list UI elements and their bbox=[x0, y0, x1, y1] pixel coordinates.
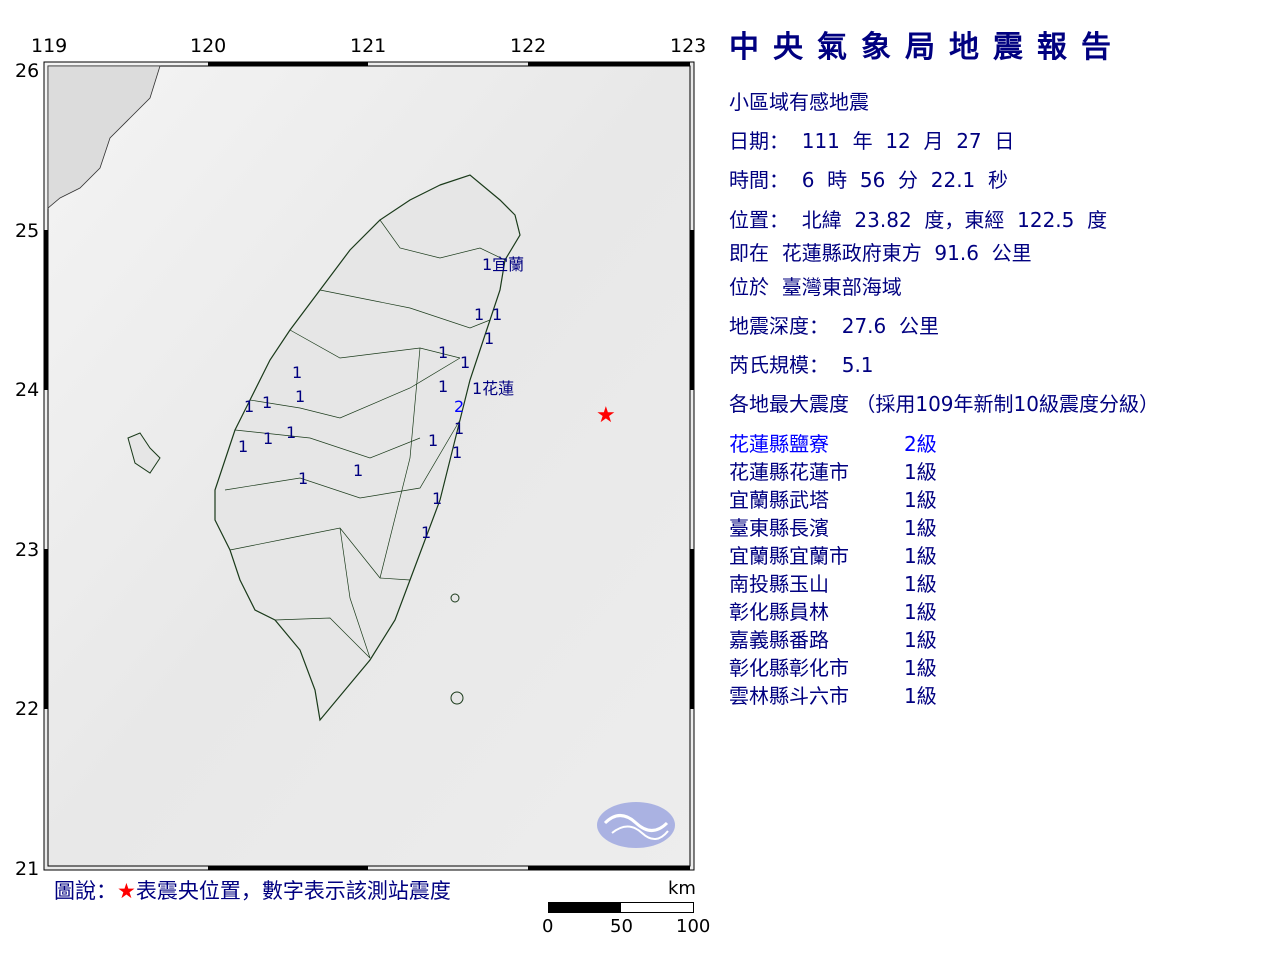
intensity-level: 1級 bbox=[904, 600, 937, 624]
orchid-island bbox=[450, 691, 464, 705]
intensity-place: 彰化縣員林 bbox=[729, 600, 829, 624]
lat-tick: 26 bbox=[15, 60, 40, 82]
county-boundaries bbox=[224, 219, 506, 659]
intensity-level: 1級 bbox=[904, 656, 937, 680]
intensity-place: 彰化縣彰化市 bbox=[729, 656, 849, 680]
lat-tick: 23 bbox=[15, 539, 40, 561]
intensity-level: 1級 bbox=[904, 460, 937, 484]
intensity-level: 1級 bbox=[904, 628, 937, 652]
intensity-level: 1級 bbox=[904, 572, 937, 596]
station-label: 1 bbox=[438, 343, 448, 362]
lat-tick: 24 bbox=[15, 379, 40, 401]
scale-label: 50 bbox=[610, 916, 633, 937]
station-label: 1 bbox=[292, 363, 302, 382]
penghu-islands bbox=[127, 432, 161, 474]
intensity-place: 宜蘭縣武塔 bbox=[729, 488, 829, 512]
green-island bbox=[450, 593, 460, 603]
intensity-header: 各地最大震度 （採用109年新制10級震度分級） bbox=[729, 392, 1159, 416]
report-title: 中央氣象局地震報告 bbox=[729, 30, 1125, 65]
scale-label: 0 bbox=[542, 916, 554, 937]
station-label: 1 bbox=[452, 443, 462, 462]
intensity-place: 南投縣玉山 bbox=[729, 572, 829, 596]
station-label: 1 bbox=[438, 377, 448, 396]
legend-text: 表震央位置，數字表示該測站震度 bbox=[135, 879, 451, 903]
red-star-icon: ★ bbox=[596, 403, 616, 428]
intensity-place: 臺東縣長濱 bbox=[729, 516, 829, 540]
report-time: 時間： 6 時 56 分 22.1 秒 bbox=[729, 168, 1008, 192]
intensity-level: 2級 bbox=[904, 432, 937, 456]
station-label: 1 bbox=[474, 305, 484, 324]
intensity-row: 南投縣玉山 1級 bbox=[729, 572, 937, 596]
intensity-row: 宜蘭縣宜蘭市 1級 bbox=[729, 544, 937, 568]
scale-unit: km bbox=[668, 878, 696, 899]
intensity-place: 宜蘭縣宜蘭市 bbox=[729, 544, 849, 568]
lon-tick: 121 bbox=[350, 35, 387, 57]
station-label: 1 bbox=[238, 437, 248, 456]
star-icon: ★ bbox=[117, 879, 136, 903]
intensity-level: 1級 bbox=[904, 544, 937, 568]
station-label: 1 bbox=[286, 423, 296, 442]
station-label: 1 bbox=[460, 353, 470, 372]
station-label: 1 bbox=[492, 305, 502, 324]
frame-ticks bbox=[44, 62, 694, 870]
station-label: 1 bbox=[262, 393, 272, 412]
legend: 圖說：★表震央位置，數字表示該測站震度 bbox=[54, 878, 451, 904]
station-label: 1 bbox=[353, 461, 363, 480]
intensity-row: 花蓮縣鹽寮 2級 bbox=[729, 432, 937, 456]
station-label: 1 bbox=[295, 387, 305, 406]
report-region: 位於 臺灣東部海域 bbox=[729, 275, 902, 299]
lat-tick: 22 bbox=[15, 698, 40, 720]
intensity-row: 嘉義縣番路 1級 bbox=[729, 628, 937, 652]
station-label: 1宜蘭 bbox=[482, 255, 524, 274]
intensity-row: 臺東縣長濱 1級 bbox=[729, 516, 937, 540]
intensity-place: 嘉義縣番路 bbox=[729, 628, 829, 652]
scale-bar bbox=[548, 902, 694, 913]
station-label: 1 bbox=[244, 397, 254, 416]
station-label: 1 bbox=[421, 523, 431, 542]
intensity-level: 1級 bbox=[904, 516, 937, 540]
intensity-row: 彰化縣員林 1級 bbox=[729, 600, 937, 624]
lon-tick: 120 bbox=[190, 35, 227, 57]
station-label: 1 bbox=[454, 419, 464, 438]
lon-tick: 123 bbox=[670, 35, 707, 57]
station-label: 2 bbox=[454, 397, 464, 416]
intensity-place: 雲林縣斗六市 bbox=[729, 684, 849, 708]
station-label: 1 bbox=[428, 431, 438, 450]
scale-label: 100 bbox=[676, 916, 711, 937]
station-label: 1 bbox=[263, 429, 273, 448]
intensity-place: 花蓮縣花蓮市 bbox=[729, 460, 849, 484]
intensity-level: 1級 bbox=[904, 684, 937, 708]
station-label: 1花蓮 bbox=[472, 379, 514, 398]
report-relative: 即在 花蓮縣政府東方 91.6 公里 bbox=[729, 241, 1032, 265]
intensity-level: 1級 bbox=[904, 488, 937, 512]
intensity-row: 宜蘭縣武塔 1級 bbox=[729, 488, 937, 512]
china-coast bbox=[47, 65, 161, 209]
station-label: 1 bbox=[298, 469, 308, 488]
cwb-logo bbox=[597, 802, 675, 848]
report-depth: 地震深度： 27.6 公里 bbox=[729, 314, 939, 338]
lat-tick: 25 bbox=[15, 220, 40, 242]
lat-tick: 21 bbox=[15, 858, 40, 880]
intensity-row: 雲林縣斗六市 1級 bbox=[729, 684, 937, 708]
intensity-row: 花蓮縣花蓮市 1級 bbox=[729, 460, 937, 484]
station-label: 1 bbox=[432, 489, 442, 508]
intensity-row: 彰化縣彰化市 1級 bbox=[729, 656, 937, 680]
legend-prefix: 圖說： bbox=[54, 879, 117, 903]
intensity-place: 花蓮縣鹽寮 bbox=[729, 432, 829, 456]
station-label: 1 bbox=[484, 329, 494, 348]
report-magnitude: 芮氏規模： 5.1 bbox=[729, 353, 874, 377]
report-type: 小區域有感地震 bbox=[729, 90, 869, 114]
report-location: 位置： 北緯 23.82 度，東經 122.5 度 bbox=[729, 208, 1108, 232]
lon-tick: 119 bbox=[31, 35, 68, 57]
lon-tick: 122 bbox=[510, 35, 547, 57]
report-date: 日期： 111 年 12 月 27 日 bbox=[729, 129, 1015, 153]
taiwan-island bbox=[214, 174, 521, 722]
